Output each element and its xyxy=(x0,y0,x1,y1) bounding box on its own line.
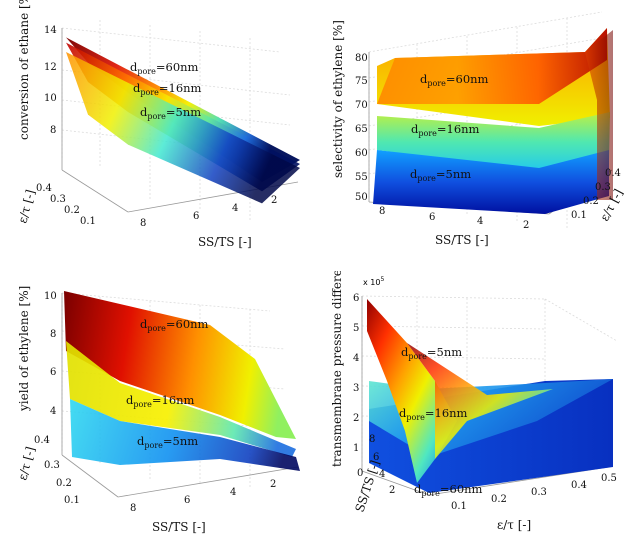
y-tick: 0.3 xyxy=(50,194,66,205)
z-tick: 4 xyxy=(50,406,56,417)
z-tick: 10 xyxy=(44,291,57,302)
x-tick: 0.3 xyxy=(531,487,547,498)
z-axis-label: conversion of ethane [%] xyxy=(17,0,31,140)
y-tick: 0.3 xyxy=(44,460,60,471)
y-tick: 0.4 xyxy=(36,183,52,194)
surface-dpore-60nm-top xyxy=(377,28,607,104)
annotation-dpore-60nm: dpore=60nm xyxy=(420,72,489,88)
y-tick: 0.1 xyxy=(80,216,96,227)
y-tick: 8 xyxy=(369,434,375,445)
z-tick: 0 xyxy=(357,468,363,479)
surface-dpore-5nm xyxy=(367,299,457,483)
x-tick: 6 xyxy=(429,212,435,223)
surface-dpore-5nm xyxy=(66,52,300,204)
annotation-dpore-60nm: dpore=60nm xyxy=(140,317,209,333)
z-tick: 3 xyxy=(353,383,359,394)
x-axis-label: SS/TS [-] xyxy=(152,520,206,534)
z-tick: 10 xyxy=(44,93,57,104)
z-axis-label: selectivity of ethylene [%] xyxy=(331,20,345,178)
z-tick: 55 xyxy=(355,172,368,183)
y-tick: 2 xyxy=(389,485,395,496)
y-tick: 0.1 xyxy=(64,495,80,506)
z-tick: 1 xyxy=(353,443,359,454)
y-tick: 0.4 xyxy=(605,168,621,179)
x-axis-label: ε/τ [-] xyxy=(497,518,531,532)
x-tick: 0.4 xyxy=(571,480,587,491)
annotation-dpore-16nm: dpore=16nm xyxy=(399,406,468,422)
z-scale-multiplier: x 105 xyxy=(363,276,384,287)
x-tick: 4 xyxy=(230,487,236,498)
annotation-dpore-60nm: dpore=60nm xyxy=(130,60,199,76)
z-axis-label: transmembrane pressure difference [Pa] xyxy=(330,271,344,467)
y-axis-label: ε/τ [-] xyxy=(15,445,37,482)
annotation-dpore-16nm: dpore=16nm xyxy=(126,393,195,409)
z-tick: 65 xyxy=(355,124,368,135)
x-tick: 0.2 xyxy=(491,494,507,505)
y-tick: 6 xyxy=(373,452,379,463)
surface-dpore-5nm xyxy=(373,150,609,214)
annotation-dpore-5nm: dpore=5nm xyxy=(401,345,462,361)
z-tick: 14 xyxy=(44,25,57,36)
annotation-dpore-16nm: dpore=16nm xyxy=(411,122,480,138)
x-tick: 4 xyxy=(232,203,238,214)
z-tick: 60 xyxy=(355,148,368,159)
z-tick: 5 xyxy=(353,323,359,334)
annotation-dpore-5nm: dpore=5nm xyxy=(140,105,201,121)
chart-selectivity-of-ethylene: 80 75 70 65 60 55 50 8 6 4 2 0.1 0.2 0.3… xyxy=(317,0,633,271)
annotation-dpore-16nm: dpore=16nm xyxy=(133,81,202,97)
y-tick: 4 xyxy=(379,469,385,480)
y-tick: 0.3 xyxy=(595,182,611,193)
x-tick: 8 xyxy=(130,503,136,514)
y-axis-label: SS/TS [-] xyxy=(353,458,383,513)
chart-transmembrane-pressure-difference: x 105 6 5 4 3 2 1 0 8 6 4 2 0.1 0.2 0.3 … xyxy=(317,271,633,542)
annotation-dpore-5nm: dpore=5nm xyxy=(410,167,471,183)
x-tick: 2 xyxy=(270,479,276,490)
y-tick: 0.2 xyxy=(56,478,72,489)
x-tick: 2 xyxy=(523,220,529,231)
z-tick: 12 xyxy=(44,62,57,73)
x-tick: 0.5 xyxy=(601,473,617,484)
z-tick: 50 xyxy=(355,192,368,203)
y-tick: 0.2 xyxy=(64,205,80,216)
annotation-dpore-5nm: dpore=5nm xyxy=(137,434,198,450)
y-tick: 0.4 xyxy=(34,435,50,446)
x-tick: 2 xyxy=(271,195,277,206)
x-tick: 0.1 xyxy=(451,501,467,512)
z-tick: 75 xyxy=(355,76,368,87)
surface-side-edge xyxy=(585,30,613,200)
x-axis-label: SS/TS [-] xyxy=(435,233,489,247)
surface-dpore-60nm xyxy=(64,291,296,439)
z-tick: 2 xyxy=(353,413,359,424)
z-tick: 6 xyxy=(50,367,56,378)
y-axis-label: ε/τ [-] xyxy=(15,188,37,225)
z-tick: 8 xyxy=(50,125,56,136)
z-tick: 6 xyxy=(353,293,359,304)
y-tick: 0.2 xyxy=(583,196,599,207)
x-tick: 6 xyxy=(193,211,199,222)
chart-conversion-of-ethane: 14 12 10 8 0.4 0.3 0.2 0.1 8 6 4 2 conve… xyxy=(0,0,316,271)
surface-dpore-5nm-wing xyxy=(407,343,553,459)
surface-dpore-5nm xyxy=(70,399,300,471)
z-axis-label: yield of ethylene [%] xyxy=(17,286,31,412)
surface-dpore-16nm xyxy=(66,341,296,457)
x-tick: 6 xyxy=(184,495,190,506)
z-tick: 4 xyxy=(353,353,359,364)
z-tick: 8 xyxy=(50,329,56,340)
x-tick: 4 xyxy=(477,216,483,227)
x-axis-label: SS/TS [-] xyxy=(198,235,252,249)
x-tick: 8 xyxy=(379,206,385,217)
z-tick: 70 xyxy=(355,100,368,111)
x-tick: 8 xyxy=(140,218,146,229)
chart-yield-of-ethylene: 10 8 6 4 0.4 0.3 0.2 0.1 8 6 4 2 yield o… xyxy=(0,271,316,542)
y-tick: 0.1 xyxy=(571,210,587,221)
annotation-dpore-60nm: dpore=60nm xyxy=(414,482,483,498)
z-tick: 80 xyxy=(355,53,368,64)
